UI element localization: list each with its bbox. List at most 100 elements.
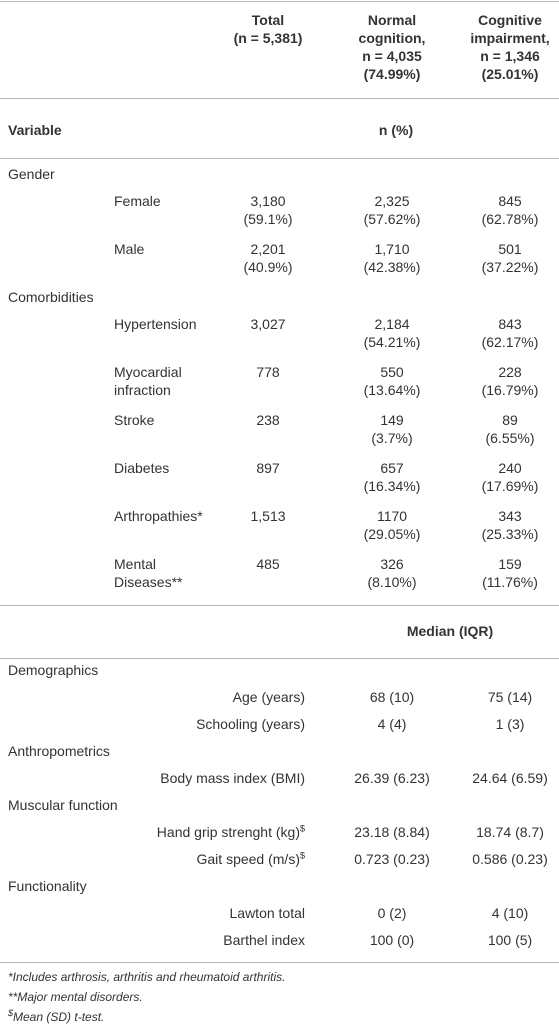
cell-value: 343 [498,508,522,524]
column-header: (25.01%) [481,66,539,82]
cell-value: 149 [380,412,404,428]
cell-value: 485 [256,556,280,572]
cell-value: (3.7%) [371,430,413,446]
footnote: $Mean (SD) t-test. [8,1008,104,1026]
cell-value: (57.62%) [363,211,421,227]
superscript: $ [8,1008,14,1018]
cell-value: (8.10%) [367,574,417,590]
footnote-text: **Major mental disorders. [8,990,143,1004]
cell-value: (25.33%) [481,526,539,542]
cell-value: 75 (14) [487,689,533,705]
cell-value: 240 [498,460,522,476]
cell-value: 100 (0) [369,932,415,948]
group-name: Demographics [8,662,99,678]
cell-value: 0 (2) [377,905,407,921]
row-label: Body mass index (BMI) [160,769,305,787]
cell-value: 18.74 (8.7) [476,824,544,840]
superscript: $ [299,850,305,861]
row-label: infraction [114,382,171,398]
column-header: impairment, [470,30,550,46]
cell-value: 1 (3) [495,716,525,732]
group-name: Muscular function [8,797,118,813]
group-name: Anthropometrics [8,743,110,759]
column-header: Cognitive [478,12,542,28]
cell-value: 0.723 (0.23) [354,851,430,867]
cell-value: 238 [256,412,280,428]
group-name: Comorbidities [8,289,94,305]
cell-value: (11.76%) [482,574,538,590]
cell-value: 159 [498,556,522,572]
cell-value: 550 [380,364,404,380]
column-header: cognition, [358,30,426,46]
cell-value: 657 [380,460,404,476]
footnote-text: Mean (SD) t-test. [13,1010,105,1024]
row-label: Schooling (years) [196,715,305,733]
cell-value: (6.55%) [485,430,535,446]
row-label: Hand grip strenght (kg)$ [157,823,305,841]
column-header: n = 4,035 [362,48,422,64]
cell-value: (29.05%) [363,526,421,542]
column-header: Normal [367,12,417,28]
cell-value: 0.586 (0.23) [472,851,548,867]
cell-value: 2,184 [374,316,410,332]
superscript: $ [299,823,305,834]
cell-value: 501 [498,241,522,257]
cell-value: 23.18 (8.84) [354,824,430,840]
cell-value: (37.22%) [481,259,539,275]
group-name: Gender [8,166,55,182]
variable-label: Variable [8,122,62,138]
unit-label: Median (IQR) [406,623,494,639]
cell-value: 897 [256,460,280,476]
bottom-rule [0,962,559,963]
cell-value: (62.17%) [481,334,539,350]
group-name: Functionality [8,878,87,894]
row-label: Diabetes [114,460,170,476]
row-label: Diseases** [114,574,183,590]
row-label-text: Hand grip strenght (kg) [156,824,300,840]
cell-value: 845 [498,193,522,209]
footnote-text: *Includes arthrosis, arthritis and rheum… [8,970,286,984]
section-rule [0,605,559,606]
cell-value: (59.1%) [243,211,293,227]
row-label-text: Lawton total [229,905,306,921]
row-label-text: Barthel index [223,932,305,948]
cell-value: (42.38%) [363,259,421,275]
row-label: Male [114,241,145,257]
cell-value: 1,513 [250,508,286,524]
footnote: **Major mental disorders. [8,988,143,1006]
cell-value: 3,027 [250,316,286,332]
row-label-text: Body mass index (BMI) [160,770,305,786]
cell-value: 3,180 [250,193,286,209]
cell-value: 1170 [376,508,408,524]
cell-value: (16.79%) [481,382,539,398]
cell-value: (13.64%) [363,382,421,398]
cell-value: 843 [498,316,522,332]
cell-value: 100 (5) [487,932,533,948]
cell-value: 89 [502,412,518,428]
cell-value: 2,325 [374,193,410,209]
footnote: *Includes arthrosis, arthritis and rheum… [8,968,285,986]
column-header: (74.99%) [363,66,421,82]
cell-value: 326 [380,556,404,572]
header-rule [0,98,559,99]
cell-value: (17.69%) [481,478,539,494]
cell-value: 4 (10) [491,905,529,921]
cell-value: 1,710 [374,241,410,257]
cell-value: 24.64 (6.59) [472,770,548,786]
row-label: Lawton total [230,904,306,922]
row-label: Hypertension [114,316,197,332]
row-label-text: Age (years) [232,689,305,705]
cell-value: (62.78%) [481,211,539,227]
unit-label: n (%) [378,122,414,138]
row-label: Barthel index [223,931,305,949]
column-header: (n = 5,381) [233,30,303,46]
row-label: Myocardial [114,364,182,380]
cell-value: 68 (10) [369,689,415,705]
row-label: Female [114,193,161,209]
cell-value: (40.9%) [243,259,293,275]
cell-value: (54.21%) [363,334,421,350]
cell-value: 4 (4) [377,716,407,732]
row-label: Mental [114,556,157,572]
cell-value: 26.39 (6.23) [354,770,430,786]
cell-value: 2,201 [250,241,286,257]
